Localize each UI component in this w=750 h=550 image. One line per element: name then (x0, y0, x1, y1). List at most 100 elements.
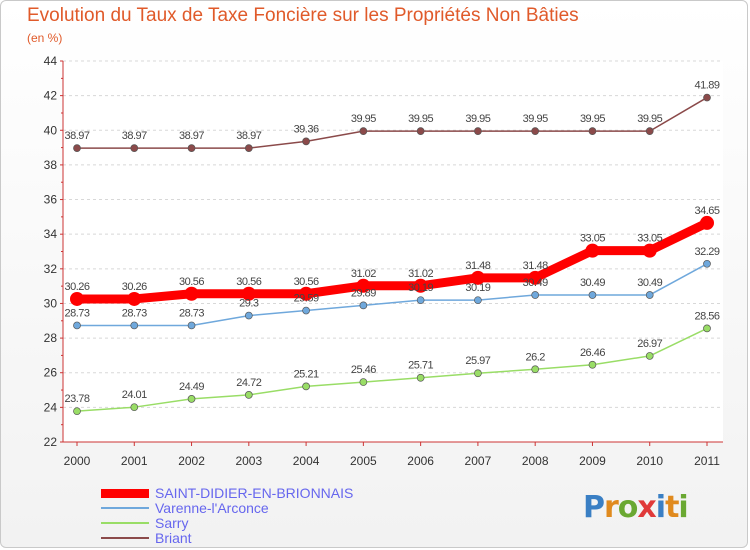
data-point-varenne-l-arconce (74, 322, 81, 329)
legend-label: Varenne-l'Arconce (155, 500, 269, 516)
legend-label: Briant (155, 530, 192, 546)
data-label-briant: 38.97 (64, 130, 89, 142)
logo-letter: i (656, 490, 665, 525)
legend-swatch (101, 537, 149, 539)
legend-label: SAINT-DIDIER-EN-BRIONNAIS (155, 485, 353, 501)
y-tick-label: 24 (44, 400, 58, 414)
x-tick-label: 2005 (350, 454, 377, 468)
data-label-saint-didier-en-brionnais: 30.26 (122, 281, 147, 293)
data-label-varenne-l-arconce: 30.49 (523, 277, 548, 289)
data-point-sarry (704, 325, 711, 332)
logo-letter: P (583, 490, 604, 525)
x-tick-label: 2002 (178, 454, 205, 468)
data-label-briant: 38.97 (179, 130, 204, 142)
data-point-briant (589, 128, 596, 135)
y-tick-label: 34 (44, 227, 58, 241)
data-point-briant (646, 128, 653, 135)
data-label-briant: 41.89 (694, 80, 719, 92)
data-point-varenne-l-arconce (245, 312, 252, 319)
data-point-briant (532, 128, 539, 135)
data-label-saint-didier-en-brionnais: 33.05 (580, 233, 605, 245)
data-point-saint-didier-en-brionnais (643, 244, 657, 258)
data-label-saint-didier-en-brionnais: 30.26 (64, 281, 89, 293)
logo-letter: t (665, 490, 678, 525)
data-label-saint-didier-en-brionnais: 30.56 (179, 276, 204, 288)
data-point-varenne-l-arconce (646, 291, 653, 298)
data-label-saint-didier-en-brionnais: 31.02 (351, 268, 376, 280)
y-tick-label: 32 (44, 262, 58, 276)
x-tick-label: 2010 (636, 454, 663, 468)
y-tick-label: 40 (44, 123, 58, 137)
y-tick-label: 30 (44, 296, 58, 310)
x-tick-label: 2008 (522, 454, 549, 468)
x-tick-label: 2006 (407, 454, 434, 468)
y-tick-label: 28 (44, 331, 58, 345)
x-tick-label: 2000 (64, 454, 91, 468)
logo-letter: x (637, 490, 655, 525)
data-label-sarry: 24.49 (179, 381, 204, 393)
data-point-briant (131, 145, 138, 152)
data-point-briant (303, 138, 310, 145)
data-point-briant (360, 128, 367, 135)
data-point-varenne-l-arconce (360, 302, 367, 309)
y-tick-label: 26 (44, 366, 58, 380)
data-label-saint-didier-en-brionnais: 31.48 (465, 260, 490, 272)
data-label-briant: 39.95 (465, 113, 490, 125)
data-point-saint-didier-en-brionnais (585, 244, 599, 258)
data-label-briant: 39.95 (408, 113, 433, 125)
data-label-varenne-l-arconce: 28.73 (122, 307, 147, 319)
data-point-sarry (74, 408, 81, 415)
data-label-sarry: 25.46 (351, 364, 376, 376)
legend-swatch (101, 489, 149, 498)
data-label-sarry: 25.71 (408, 360, 433, 372)
legend-swatch (101, 522, 149, 524)
data-label-saint-didier-en-brionnais: 33.05 (637, 233, 662, 245)
logo-letter: i (678, 490, 687, 525)
chart-frame: Evolution du Taux de Taxe Foncière sur l… (0, 0, 748, 548)
data-point-saint-didier-en-brionnais (185, 287, 199, 301)
data-label-varenne-l-arconce: 32.29 (694, 246, 719, 258)
data-label-briant: 39.95 (523, 113, 548, 125)
data-point-sarry (188, 395, 195, 402)
x-tick-label: 2004 (293, 454, 320, 468)
y-tick-label: 36 (44, 193, 58, 207)
data-label-varenne-l-arconce: 29.59 (294, 293, 319, 305)
data-label-sarry: 24.01 (122, 389, 147, 401)
data-point-sarry (417, 374, 424, 381)
data-point-saint-didier-en-brionnais (127, 292, 141, 306)
data-point-varenne-l-arconce (188, 322, 195, 329)
data-label-varenne-l-arconce: 30.49 (637, 277, 662, 289)
x-tick-label: 2011 (694, 454, 720, 468)
logo-letter: r (604, 490, 618, 525)
data-point-varenne-l-arconce (303, 307, 310, 314)
x-tick-label: 2003 (235, 454, 262, 468)
x-tick-label: 2001 (121, 454, 148, 468)
data-label-sarry: 25.97 (465, 355, 490, 367)
data-point-briant (74, 145, 81, 152)
data-label-briant: 38.97 (236, 130, 261, 142)
data-label-sarry: 26.97 (637, 338, 662, 350)
data-point-briant (704, 94, 711, 101)
data-point-briant (245, 145, 252, 152)
data-label-saint-didier-en-brionnais: 31.48 (523, 260, 548, 272)
data-label-sarry: 28.56 (694, 310, 719, 322)
data-label-varenne-l-arconce: 29.3 (239, 298, 259, 310)
data-label-sarry: 24.72 (236, 377, 261, 389)
data-point-varenne-l-arconce (417, 297, 424, 304)
data-label-sarry: 25.21 (294, 368, 319, 380)
data-label-varenne-l-arconce: 30.49 (580, 277, 605, 289)
data-label-sarry: 26.2 (525, 351, 545, 363)
x-tick-label: 2009 (579, 454, 606, 468)
data-label-sarry: 23.78 (64, 393, 89, 405)
data-label-briant: 39.95 (580, 113, 605, 125)
y-tick-label: 42 (44, 89, 58, 103)
data-label-varenne-l-arconce: 30.19 (465, 282, 490, 294)
x-tick-label: 2007 (465, 454, 492, 468)
data-label-varenne-l-arconce: 29.89 (351, 287, 376, 299)
data-label-briant: 39.36 (294, 123, 319, 135)
data-point-varenne-l-arconce (474, 297, 481, 304)
legend-label: Sarry (155, 515, 188, 531)
data-point-sarry (646, 352, 653, 359)
data-point-sarry (474, 370, 481, 377)
proxiti-logo: Proxiti (583, 490, 688, 525)
